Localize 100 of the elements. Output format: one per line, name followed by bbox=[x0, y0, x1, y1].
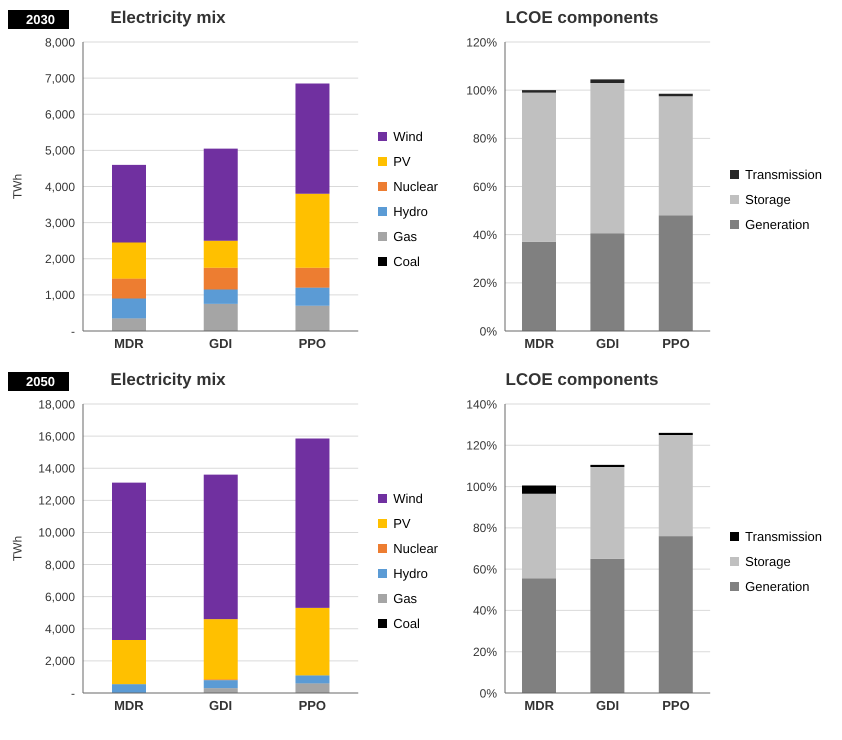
bar bbox=[112, 684, 146, 693]
chart-title: Electricity mix bbox=[110, 370, 226, 389]
text: 2030 bbox=[8, 10, 69, 29]
bar bbox=[204, 688, 238, 693]
bar bbox=[658, 434, 693, 536]
y-tick-label: 18,000 bbox=[38, 397, 76, 412]
bar bbox=[590, 558, 624, 693]
y-tick-label: - bbox=[71, 324, 75, 338]
bar bbox=[522, 242, 556, 331]
x-tick-label: PPO bbox=[298, 336, 326, 352]
legend-label: Nuclear bbox=[393, 541, 438, 556]
bar bbox=[522, 578, 556, 693]
bar bbox=[204, 240, 238, 268]
y-tick-label: 1,000 bbox=[44, 288, 76, 302]
x-tick-label: MDR bbox=[114, 336, 144, 352]
chart-title: LCOE components bbox=[504, 370, 660, 391]
legend-label: Hydro bbox=[393, 566, 428, 581]
bar bbox=[522, 486, 556, 494]
bar bbox=[658, 536, 693, 693]
y-tick-label: 14,000 bbox=[38, 461, 76, 476]
y-axis-title: TWh bbox=[10, 536, 24, 562]
legend-label: Gas bbox=[393, 229, 418, 244]
legend-label: Wind bbox=[393, 129, 423, 144]
y-tick-label: 140% bbox=[466, 397, 498, 412]
y-axis-title: TWh bbox=[10, 174, 24, 200]
y-tick-label: 16,000 bbox=[38, 429, 76, 444]
y-tick-label: 12,000 bbox=[38, 494, 76, 508]
y-tick-label: 100% bbox=[466, 480, 498, 494]
x-tick-label: GDI bbox=[596, 336, 620, 352]
legend-label: Generation bbox=[745, 216, 810, 232]
chart-title: LCOE components bbox=[504, 8, 660, 29]
chart-title: Electricity mix bbox=[110, 8, 226, 27]
y-tick-label: 8,000 bbox=[44, 35, 76, 50]
text: 2050 bbox=[8, 372, 69, 391]
bar bbox=[204, 474, 238, 620]
legend-label: Nuclear bbox=[393, 179, 438, 194]
y-tick-label: 0% bbox=[480, 686, 498, 700]
x-tick-label: PPO bbox=[298, 698, 326, 714]
bar bbox=[590, 233, 624, 331]
y-tick-label: 3,000 bbox=[44, 216, 76, 230]
y-tick-label: 10,000 bbox=[38, 526, 76, 540]
bar bbox=[295, 84, 330, 194]
y-tick-label: 120% bbox=[466, 35, 498, 50]
bar bbox=[204, 268, 238, 290]
bar bbox=[295, 438, 330, 608]
bar bbox=[295, 268, 330, 288]
y-tick-label: 20% bbox=[472, 276, 498, 290]
x-tick-label: MDR bbox=[524, 698, 555, 714]
y-tick-label: 5,000 bbox=[44, 144, 76, 158]
bar bbox=[204, 289, 238, 304]
y-tick-label: 20% bbox=[472, 644, 498, 659]
legend-label: Coal bbox=[393, 616, 420, 631]
y-tick-label: 40% bbox=[472, 604, 498, 618]
y-tick-label: 60% bbox=[472, 562, 498, 576]
x-tick-label: MDR bbox=[114, 698, 144, 714]
legend-label: PV bbox=[393, 516, 411, 531]
legend-label: Transmission bbox=[745, 528, 822, 544]
y-tick-label: 8,000 bbox=[44, 558, 76, 572]
bar bbox=[112, 298, 146, 318]
bar bbox=[658, 96, 693, 216]
x-tick-label: GDI bbox=[209, 698, 232, 714]
bar bbox=[590, 79, 624, 83]
legend-label: PV bbox=[393, 154, 411, 169]
x-tick-label: MDR bbox=[524, 336, 555, 352]
bar bbox=[522, 92, 556, 242]
legend-label: Hydro bbox=[393, 204, 428, 219]
y-tick-label: 120% bbox=[466, 438, 498, 453]
y-tick-label: 100% bbox=[466, 83, 498, 98]
legend-label: Generation bbox=[745, 578, 810, 594]
bar bbox=[204, 680, 238, 688]
bar bbox=[295, 683, 330, 693]
x-tick-label: PPO bbox=[662, 336, 690, 352]
y-tick-label: 2,000 bbox=[44, 654, 76, 668]
bar bbox=[204, 619, 238, 680]
bar bbox=[522, 90, 556, 93]
y-tick-label: 60% bbox=[472, 180, 498, 194]
legend-label: Transmission bbox=[745, 166, 822, 182]
bar bbox=[112, 640, 146, 684]
x-tick-label: PPO bbox=[662, 698, 690, 714]
y-tick-label: 6,000 bbox=[44, 108, 76, 122]
x-tick-label: GDI bbox=[209, 336, 232, 352]
y-tick-label: 0% bbox=[480, 324, 498, 338]
legend-label: Coal bbox=[393, 254, 420, 269]
bar bbox=[112, 482, 146, 640]
bar bbox=[295, 608, 330, 676]
legend-label: Gas bbox=[393, 591, 418, 606]
bar bbox=[295, 288, 330, 306]
bar bbox=[590, 82, 624, 234]
y-tick-label: 4,000 bbox=[44, 180, 76, 194]
bar bbox=[522, 494, 556, 578]
x-tick-label: GDI bbox=[596, 698, 620, 714]
bar bbox=[112, 278, 146, 298]
bar bbox=[295, 306, 330, 331]
bar bbox=[112, 318, 146, 331]
bar bbox=[295, 194, 330, 268]
y-tick-label: 7,000 bbox=[44, 71, 76, 86]
y-tick-label: 80% bbox=[472, 521, 498, 536]
legend-label: Storage bbox=[745, 554, 791, 568]
y-tick-label: 2,000 bbox=[44, 252, 76, 266]
legend-label: Wind bbox=[393, 491, 423, 506]
